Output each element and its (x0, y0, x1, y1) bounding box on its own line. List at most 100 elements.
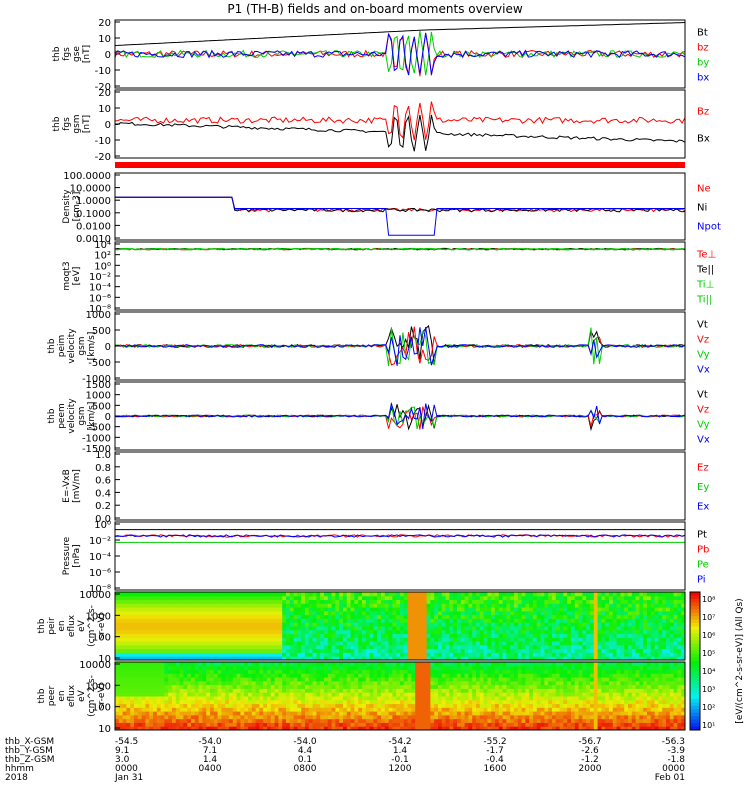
spectrogram-cell (495, 633, 500, 638)
spectrogram-cell (293, 599, 298, 604)
legend-temperature-0: Te⊥ (696, 249, 716, 260)
spectrogram-cell (373, 622, 378, 627)
spectrogram-cell (297, 626, 302, 631)
spectrogram-cell (457, 629, 462, 635)
spectrogram-cell (548, 599, 553, 604)
spectrogram-cell (160, 688, 165, 693)
spectrogram-cell (654, 603, 659, 608)
spectrogram-cell (141, 592, 146, 597)
spectrogram-cell (574, 595, 580, 601)
spectrogram-cell (422, 610, 428, 616)
spectrogram-cell (631, 595, 637, 601)
spectrogram-cell (175, 684, 181, 689)
spectrogram-cell (130, 603, 135, 608)
spectrogram-cell (202, 629, 207, 635)
spectrogram-cell (141, 696, 146, 701)
spectrogram-cell (160, 607, 165, 612)
spectrogram-cell (590, 607, 595, 612)
spectrogram-cell (529, 703, 534, 708)
spectrogram-cell (479, 714, 485, 720)
spectrogram-cell (293, 607, 298, 612)
spectrogram-cell (267, 595, 272, 601)
spectrogram-cell (217, 696, 222, 701)
spectrogram-cell (305, 726, 310, 731)
spectrogram-cell (555, 641, 561, 646)
spectrogram-cell (270, 673, 276, 678)
spectrogram-cell (122, 669, 127, 674)
spectrogram-cell (476, 595, 481, 601)
spectrogram-cell (346, 637, 352, 642)
spectrogram-cell (236, 610, 241, 616)
spectrogram-cell (217, 592, 222, 597)
spectrogram-cell (677, 614, 682, 619)
spectrogram-cell (411, 607, 416, 612)
spectrogram-cell (274, 637, 279, 642)
spectrogram-cell (544, 722, 549, 727)
spectrogram-cell (320, 707, 325, 712)
spectrogram-cell (289, 677, 295, 682)
spectrogram-cell (369, 680, 374, 686)
spectrogram-cell (126, 622, 131, 627)
spectrogram-cell (263, 633, 268, 638)
spectrogram-cell (536, 637, 542, 642)
spectrogram-cell (248, 699, 253, 705)
spectrogram-cell (381, 637, 386, 642)
spectrogram-cell (115, 703, 120, 708)
spectrogram-cell (479, 696, 485, 701)
spectrogram-cell (396, 677, 401, 682)
spectrogram-cell (650, 622, 656, 627)
spectrogram-cell (293, 618, 298, 623)
spectrogram-cell (130, 637, 135, 642)
spectrogram-cell (308, 629, 314, 635)
spectrogram-cell (229, 684, 234, 689)
spectrogram-cell (343, 669, 348, 674)
spectrogram-cell (130, 726, 135, 731)
spectrogram-cell (419, 626, 424, 631)
spectrogram-cell (327, 703, 333, 708)
spectrogram-cell (601, 618, 606, 623)
spectrogram-cell (514, 665, 519, 671)
spectrogram-cell (521, 722, 526, 727)
spectrogram-cell (187, 722, 192, 727)
spectrogram-cell (415, 718, 420, 723)
spectrogram-cell (377, 714, 382, 720)
spectrogram-cell (616, 637, 621, 642)
chart-title: P1 (TH-B) fields and on-board moments ov… (227, 2, 523, 16)
spectrogram-cell (358, 680, 363, 686)
spectrogram-cell (168, 718, 173, 723)
spectrogram-cell (438, 652, 443, 657)
spectrogram-cell (191, 699, 196, 705)
spectrogram-cell (517, 622, 523, 627)
spectrogram-cell (194, 652, 200, 657)
spectrogram-cell (635, 614, 640, 619)
spectrogram-cell (312, 726, 317, 731)
spectrogram-cell (434, 607, 439, 612)
spectrogram-cell (259, 618, 264, 623)
spectrogram-cell (248, 626, 253, 631)
spectrogram-cell (673, 652, 678, 657)
spectrogram-cell (419, 677, 424, 682)
spectrogram-cell (339, 673, 344, 678)
spectrogram-cell (172, 622, 177, 627)
spectrogram-cell (426, 641, 431, 646)
spectrogram-cell (183, 637, 188, 642)
spectrogram-cell (400, 629, 405, 635)
spectrogram-cell (202, 641, 207, 646)
spectrogram-cell (536, 673, 542, 678)
spectrogram-cell (582, 618, 587, 623)
spectrogram-cell (502, 673, 507, 678)
spectrogram-cell (149, 607, 154, 612)
spectrogram-cell (354, 707, 359, 712)
spectrogram-cell (495, 637, 500, 642)
spectrogram-cell (149, 718, 154, 723)
spectrogram-cell (232, 722, 238, 727)
spectrogram-cell (160, 603, 165, 608)
spectrogram-cell (130, 607, 135, 612)
spectrogram-cell (552, 711, 557, 716)
spectrogram-cell (145, 641, 150, 646)
spectrogram-cell (453, 699, 458, 705)
legend-pressure-3: Pi (697, 575, 706, 586)
spectrogram-cell (479, 707, 485, 712)
spectrogram-cell (609, 614, 614, 619)
spectrogram-cell (464, 692, 469, 697)
